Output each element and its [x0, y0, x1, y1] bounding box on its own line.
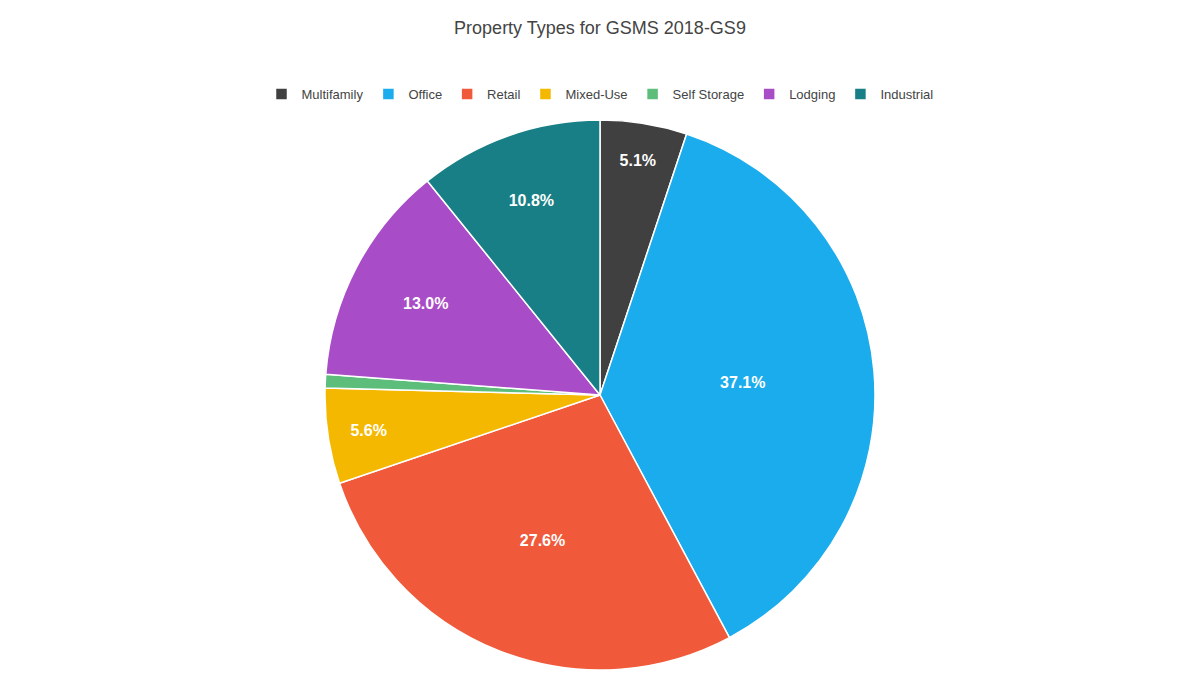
- svg-text:13.0%: 13.0%: [403, 295, 448, 312]
- svg-text:Lodging: Lodging: [789, 87, 835, 102]
- svg-text:Retail: Retail: [487, 87, 520, 102]
- svg-text:37.1%: 37.1%: [720, 374, 765, 391]
- svg-text:5.6%: 5.6%: [350, 422, 386, 439]
- svg-text:Multifamily: Multifamily: [302, 87, 364, 102]
- svg-text:Property Types for GSMS 2018-G: Property Types for GSMS 2018-GS9: [454, 18, 746, 38]
- svg-text:27.6%: 27.6%: [520, 532, 565, 549]
- svg-text:Industrial: Industrial: [880, 87, 933, 102]
- svg-text:5.1%: 5.1%: [620, 152, 656, 169]
- svg-text:Mixed-Use: Mixed-Use: [565, 87, 627, 102]
- svg-text:Office: Office: [408, 87, 442, 102]
- svg-text:Self Storage: Self Storage: [673, 87, 745, 102]
- svg-text:10.8%: 10.8%: [509, 192, 554, 209]
